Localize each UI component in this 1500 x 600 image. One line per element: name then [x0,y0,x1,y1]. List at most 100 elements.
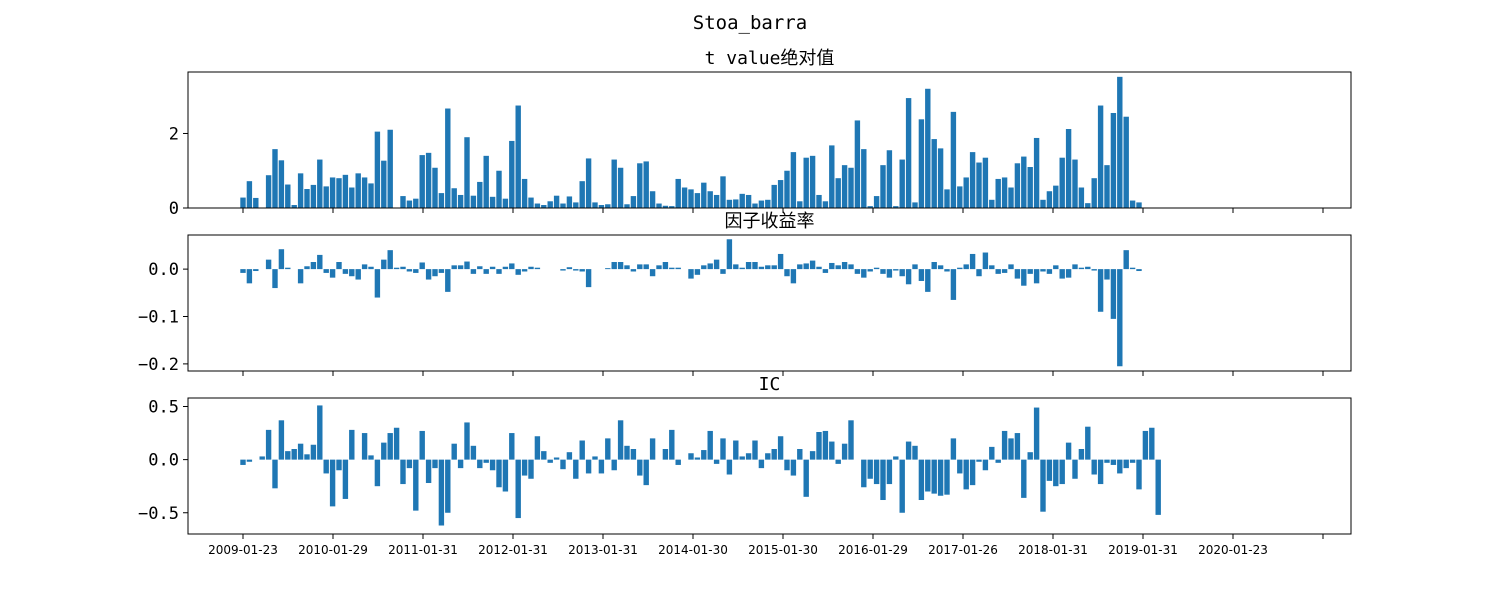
bar [387,129,393,208]
bar [841,165,848,208]
bar [553,195,560,208]
bar [489,196,496,208]
bar [643,264,649,270]
bar [470,195,477,208]
bar [419,430,425,460]
bar [470,269,477,274]
bar [1136,459,1142,490]
bar [688,453,694,460]
bar [496,269,502,274]
bar [1001,269,1008,273]
bar [803,263,809,270]
x-tick-label: 2013-01-31 [568,543,638,557]
bar [534,203,541,208]
bar [995,178,1001,208]
bar [297,443,304,460]
bar [336,178,342,208]
bar [509,263,515,270]
bar [451,443,457,460]
bar [1046,269,1053,274]
bar [937,265,944,270]
bar [361,264,368,270]
bar [355,173,361,208]
bar [323,269,329,273]
bar [451,265,457,270]
subplot-title: IC [759,374,781,395]
bar [905,441,912,460]
bar [976,269,982,277]
bar [957,267,963,270]
bar [931,262,937,270]
bar [950,111,957,208]
bar [726,459,733,475]
bar [291,205,297,208]
bar [496,170,502,208]
bar-series [240,405,1161,526]
bar [605,204,611,208]
bar [304,189,310,208]
bar [547,201,553,208]
bar [835,265,841,270]
bar [963,264,969,270]
bar [1091,269,1097,271]
bar [477,459,483,469]
bar [259,456,265,460]
bar [822,430,829,460]
bar [867,206,873,208]
bar [726,199,733,208]
bar [694,193,701,208]
bar [867,269,873,272]
bar [867,459,873,479]
bar [694,269,701,275]
subplot-title: 因子收益率 [725,211,815,232]
bar [1001,430,1008,460]
bar [285,451,291,460]
bar [413,459,419,511]
bar [445,269,451,292]
bar [342,459,349,499]
bar [585,158,592,208]
bar [285,184,291,208]
bar [617,167,624,208]
bar [560,203,566,208]
bar [1072,264,1078,270]
bar [547,459,553,463]
bar [253,197,259,208]
bar [1008,264,1014,270]
bar [829,145,835,208]
bar [822,269,829,273]
bar [342,269,349,274]
axes-frame [187,71,1352,209]
bar [240,197,246,208]
x-tick-label: 2009-01-23 [208,543,278,557]
bar [521,269,528,272]
bar [809,260,816,270]
bar [982,459,989,471]
bar [790,152,797,208]
bar [1072,459,1078,479]
bar [912,445,918,460]
bar [931,459,937,494]
bar [483,459,489,463]
bar [265,175,272,208]
bar [969,152,976,208]
bar [1040,459,1046,512]
bar [1059,269,1065,279]
bar [937,459,944,496]
bar [1097,105,1104,208]
bar [848,167,854,208]
bar [374,269,381,298]
bar [784,459,790,471]
bar [1053,185,1059,208]
bar [643,459,649,486]
bar [611,262,617,270]
bar [1104,459,1110,463]
bar [592,202,598,208]
x-tick-label: 2015-01-30 [748,543,818,557]
bar [1014,269,1021,279]
bar [1027,269,1033,274]
y-tick-label: 2 [169,124,179,144]
bar [611,159,617,208]
bar [765,199,771,208]
bar [509,140,515,208]
